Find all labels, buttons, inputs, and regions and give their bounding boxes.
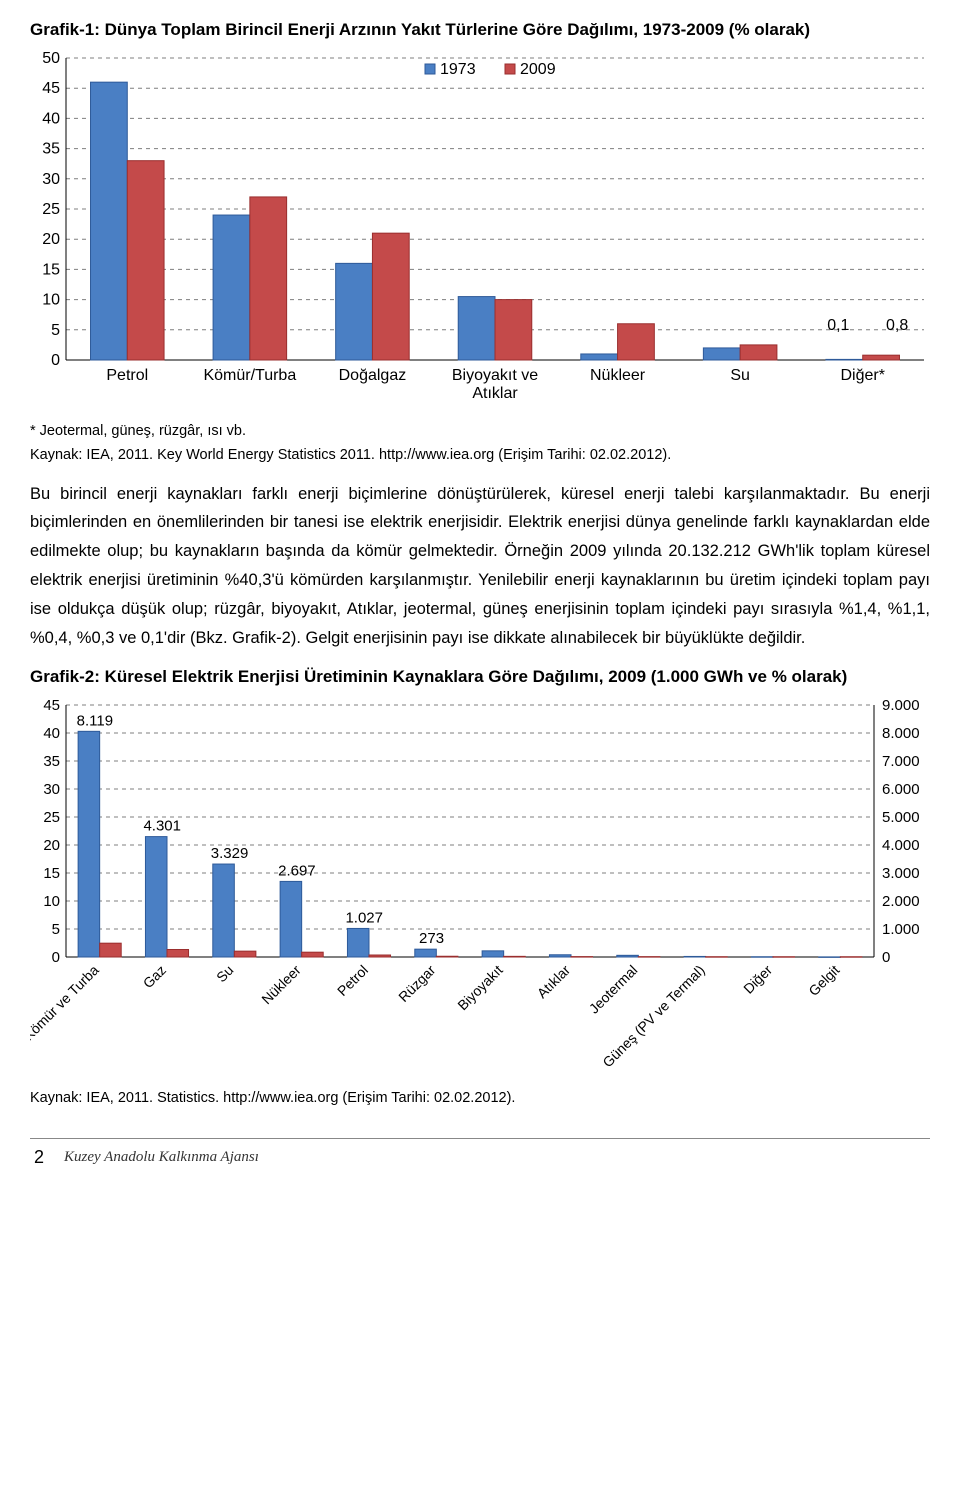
svg-text:5.000: 5.000 (882, 809, 920, 826)
svg-text:35: 35 (42, 141, 60, 158)
svg-text:2.000: 2.000 (882, 893, 920, 910)
svg-text:Atıklar: Atıklar (534, 961, 574, 1001)
svg-text:5: 5 (52, 921, 60, 938)
svg-text:Jeotermal: Jeotermal (586, 962, 641, 1017)
svg-text:20: 20 (42, 231, 60, 248)
page-footer: 2 Kuzey Anadolu Kalkınma Ajansı (30, 1138, 930, 1168)
svg-text:273: 273 (419, 930, 444, 947)
svg-text:8.000: 8.000 (882, 725, 920, 742)
svg-text:40: 40 (43, 725, 60, 742)
chart2-source-line: Kaynak: IEA, 2011. Statistics. http://ww… (30, 1088, 930, 1108)
svg-text:5: 5 (51, 322, 60, 339)
svg-text:4.301: 4.301 (143, 817, 181, 834)
svg-text:Nükleer: Nükleer (590, 367, 646, 384)
svg-text:25: 25 (42, 201, 60, 218)
svg-text:Gelgit: Gelgit (805, 962, 842, 999)
svg-text:Nükleer: Nükleer (258, 961, 304, 1007)
page-number: 2 (34, 1147, 44, 1168)
footer-org: Kuzey Anadolu Kalkınma Ajansı (64, 1149, 259, 1166)
svg-text:45: 45 (42, 80, 60, 97)
svg-text:15: 15 (42, 261, 60, 278)
svg-text:0: 0 (51, 352, 60, 369)
svg-text:40: 40 (42, 110, 60, 127)
svg-text:0: 0 (52, 949, 60, 966)
svg-text:1973: 1973 (440, 61, 476, 78)
svg-text:15: 15 (43, 865, 60, 882)
svg-text:Biyoyakıt ve: Biyoyakıt ve (452, 367, 538, 384)
svg-text:1.027: 1.027 (345, 909, 383, 926)
svg-text:20: 20 (43, 837, 60, 854)
svg-text:Su: Su (730, 367, 750, 384)
chart2-container: 0 5 10 15 20 25 30 35 40 45 0 1.000 2.000 3.000 4.000 5… (30, 697, 930, 1082)
svg-text:3.000: 3.000 (882, 865, 920, 882)
svg-text:Gaz: Gaz (140, 962, 169, 991)
chart1-svg: 0 5 10 15 20 25 30 35 40 45 50 Petrol Kömür/Turba Doğ… (30, 50, 930, 410)
svg-text:30: 30 (42, 171, 60, 188)
svg-text:2.697: 2.697 (278, 862, 316, 879)
svg-text:2009: 2009 (520, 61, 556, 78)
svg-text:9.000: 9.000 (882, 697, 920, 714)
svg-text:Rüzgar: Rüzgar (395, 961, 438, 1004)
body-paragraph: Bu birincil enerji kaynakları farklı ene… (30, 480, 930, 653)
svg-text:1.000: 1.000 (882, 921, 920, 938)
chart1-source-line: Kaynak: IEA, 2011. Key World Energy Stat… (30, 445, 930, 465)
svg-text:Doğalgaz: Doğalgaz (339, 367, 407, 384)
svg-text:25: 25 (43, 809, 60, 826)
svg-text:7.000: 7.000 (882, 753, 920, 770)
chart1-title: Grafik-1: Dünya Toplam Birincil Enerji A… (30, 20, 930, 40)
svg-text:Kömür ve Turba: Kömür ve Turba (30, 962, 102, 1044)
svg-text:4.000: 4.000 (882, 837, 920, 854)
svg-text:Atıklar: Atıklar (472, 385, 518, 402)
svg-text:Biyoyakıt: Biyoyakıt (454, 962, 506, 1014)
svg-text:0,8: 0,8 (886, 317, 908, 334)
svg-text:50: 50 (42, 50, 60, 67)
svg-text:35: 35 (43, 753, 60, 770)
svg-text:30: 30 (43, 781, 60, 798)
svg-text:0,1: 0,1 (827, 317, 849, 334)
svg-text:Kömür/Turba: Kömür/Turba (203, 367, 296, 384)
svg-text:10: 10 (43, 893, 60, 910)
svg-text:45: 45 (43, 697, 60, 714)
svg-text:Su: Su (213, 962, 236, 985)
svg-text:8.119: 8.119 (77, 712, 113, 729)
svg-text:Petrol: Petrol (334, 962, 371, 999)
chart2-svg: 0 5 10 15 20 25 30 35 40 45 0 1.000 2.000 3.000 4.000 5… (30, 697, 930, 1077)
svg-text:6.000: 6.000 (882, 781, 920, 798)
svg-text:Diğer: Diğer (740, 961, 775, 996)
chart1-source-note: * Jeotermal, güneş, rüzgâr, ısı vb. (30, 421, 930, 441)
svg-text:0: 0 (882, 949, 890, 966)
chart2-title: Grafik-2: Küresel Elektrik Enerjisi Üret… (30, 667, 930, 687)
chart1-container: 0 5 10 15 20 25 30 35 40 45 50 Petrol Kömür/Turba Doğ… (30, 50, 930, 415)
svg-text:10: 10 (42, 292, 60, 309)
svg-text:3.329: 3.329 (211, 845, 249, 862)
svg-text:Petrol: Petrol (106, 367, 148, 384)
svg-text:Diğer*: Diğer* (840, 367, 884, 384)
